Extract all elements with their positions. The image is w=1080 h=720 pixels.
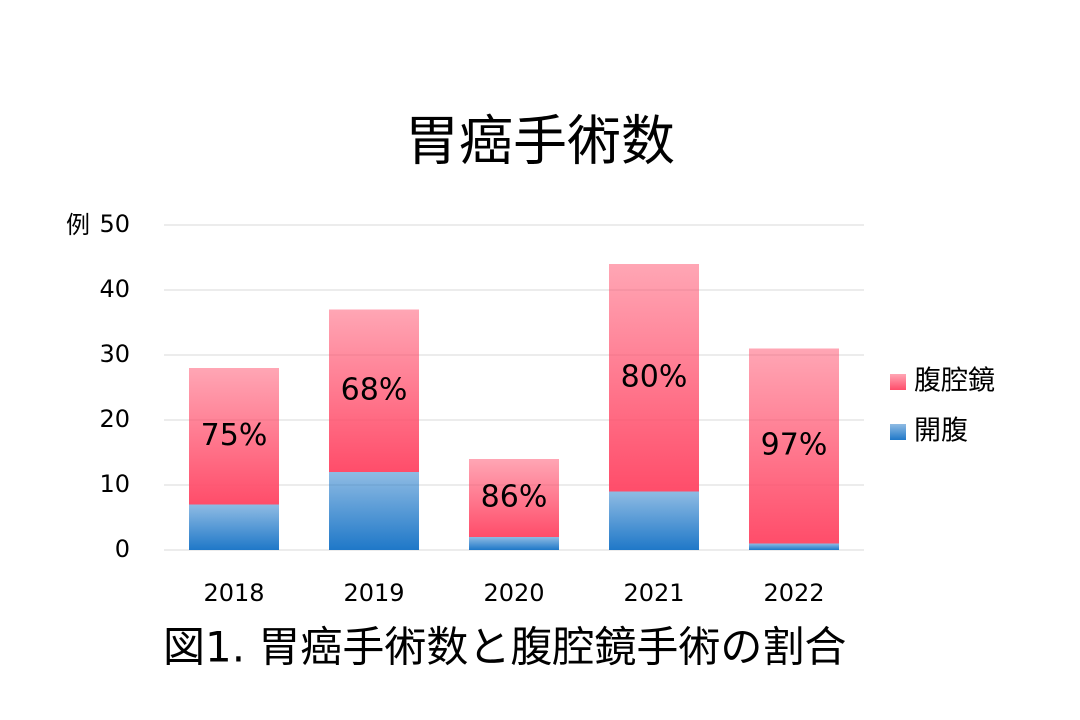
percent-label: 75% (201, 418, 268, 453)
caption: 図1. 胃癌手術数と腹腔鏡手術の割合 (163, 623, 846, 672)
legend-label: 開腹 (914, 416, 968, 447)
y-tick-label: 40 (99, 275, 130, 303)
bar-segment (189, 368, 279, 505)
percent-label: 86% (481, 480, 548, 515)
y-tick-label: 50 (99, 210, 130, 238)
legend-swatch (890, 374, 906, 390)
bar-segment (329, 472, 419, 550)
y-tick-label: 0 (115, 535, 130, 563)
x-tick-label: 2021 (623, 579, 684, 607)
bar-segment (749, 543, 839, 550)
y-tick-label: 10 (99, 470, 130, 498)
x-tick-label: 2019 (343, 579, 404, 607)
x-tick-label: 2022 (763, 579, 824, 607)
legend-label: 腹腔鏡 (914, 366, 995, 397)
percent-label: 97% (761, 428, 828, 463)
bar-segment (609, 491, 699, 550)
bar-segment (469, 537, 559, 550)
bar-segment (749, 348, 839, 544)
x-tick-label: 2020 (483, 579, 544, 607)
bar-segment (609, 264, 699, 492)
percent-label: 80% (621, 359, 688, 394)
y-unit: 例 (66, 211, 90, 239)
legend-swatch (890, 424, 906, 440)
bar-segment (329, 309, 419, 472)
y-tick-label: 30 (99, 340, 130, 368)
percent-label: 68% (341, 372, 408, 407)
bar-segment (189, 504, 279, 550)
x-tick-label: 2018 (203, 579, 264, 607)
y-tick-label: 20 (99, 405, 130, 433)
chart-title: 胃癌手術数 (405, 110, 675, 173)
bar-segment (469, 459, 559, 537)
